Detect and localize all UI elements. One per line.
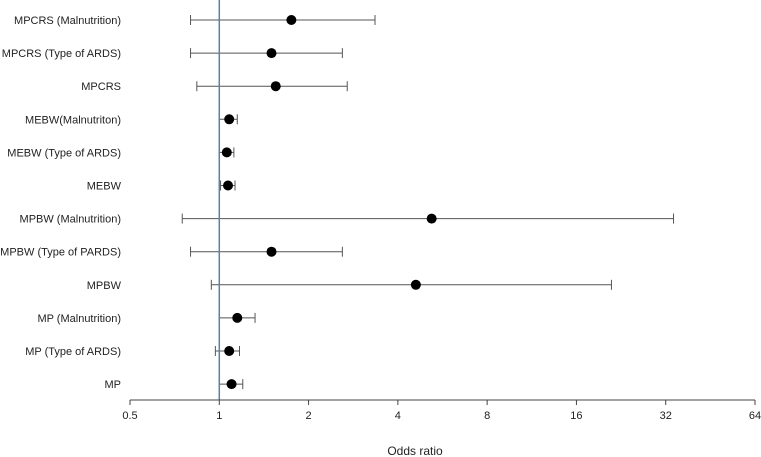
odds-ratio-point <box>426 213 437 224</box>
row-label: MEBW (Type of ARDS) <box>7 147 121 159</box>
forest-row: MPCRS <box>81 81 348 93</box>
forest-row: MEBW <box>87 180 236 193</box>
forest-row: MPCRS (Malnutrition) <box>14 15 376 27</box>
row-label: MEBW(Malnutriton) <box>25 114 121 126</box>
forest-row: MPCRS (Type of ARDS) <box>2 48 343 60</box>
odds-ratio-point <box>266 48 277 59</box>
x-tick-label: 8 <box>484 410 490 422</box>
forest-row: MEBW (Type of ARDS) <box>7 147 235 159</box>
forest-row: MP <box>105 379 244 391</box>
x-axis-ticks: 0.5 1 2 4 8 16 32 64 <box>122 400 761 422</box>
forest-row: MP (Malnutrition) <box>37 312 256 325</box>
x-tick-label: 64 <box>749 410 761 422</box>
row-label: MPBW <box>87 280 122 292</box>
odds-ratio-point <box>286 15 297 25</box>
row-label: MPBW (Malnutrition) <box>20 214 121 226</box>
x-tick-label: 4 <box>395 410 401 422</box>
odds-ratio-point <box>224 346 235 356</box>
x-tick-label: 16 <box>570 410 582 422</box>
odds-ratio-point <box>410 279 421 290</box>
odds-ratio-point <box>226 379 237 390</box>
odds-ratio-point <box>224 114 235 125</box>
x-tick-label: 0.5 <box>122 410 137 422</box>
odds-ratio-point <box>221 147 232 158</box>
forest-row: MPBW (Malnutrition) <box>20 213 675 226</box>
row-label: MPCRS (Type of ARDS) <box>2 48 121 60</box>
rows-layer: MPCRS (Malnutrition) MPCRS (Type of ARDS)… <box>0 15 675 391</box>
forest-row: MPBW <box>87 279 612 292</box>
x-tick-label: 2 <box>306 410 312 422</box>
odds-ratio-point <box>223 180 234 191</box>
x-axis-title: Odds ratio <box>387 444 443 457</box>
forest-row: MEBW(Malnutriton) <box>25 114 238 126</box>
row-label: MPCRS (Malnutrition) <box>14 15 121 27</box>
row-label: MP (Type of ARDS) <box>25 346 121 358</box>
odds-ratio-point <box>266 246 277 257</box>
row-label: MPBW (Type of PARDS) <box>0 247 121 259</box>
x-tick-label: 32 <box>660 410 672 422</box>
row-label: MP (Malnutrition) <box>37 313 121 325</box>
row-label: MEBW <box>87 181 122 193</box>
row-label: MPCRS <box>81 81 121 93</box>
forest-row: MPBW (Type of PARDS) <box>0 246 343 259</box>
forest-row: MP (Type of ARDS) <box>25 346 241 358</box>
odds-ratio-point <box>232 312 243 323</box>
odds-ratio-point <box>270 81 281 92</box>
row-label: MP <box>105 379 122 391</box>
x-tick-label: 1 <box>216 410 222 422</box>
